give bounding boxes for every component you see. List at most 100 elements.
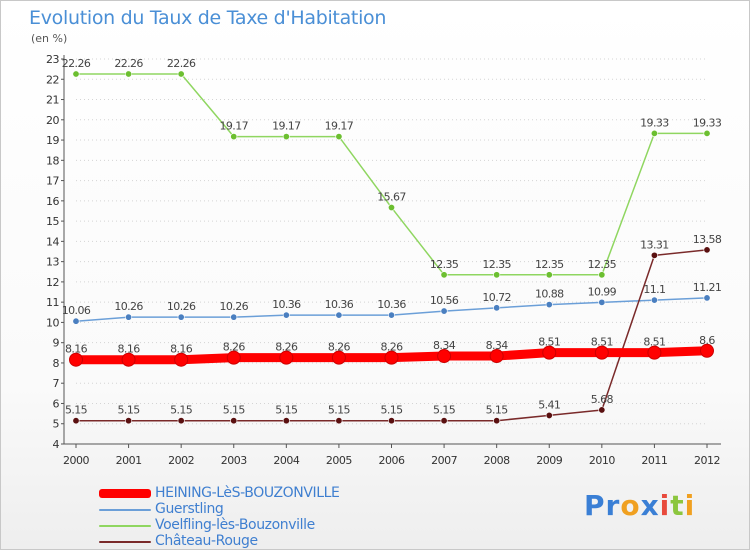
data-point-2 <box>177 70 185 78</box>
data-point-0 <box>647 345 662 360</box>
data-point-2 <box>335 133 343 141</box>
data-label: 11.1 <box>643 283 665 296</box>
data-label: 8.26 <box>380 341 403 354</box>
y-tick-label: 10 <box>46 316 59 329</box>
data-label: 10.99 <box>588 285 617 298</box>
data-label: 10.72 <box>482 291 511 304</box>
data-point-2 <box>703 129 711 137</box>
data-point-0 <box>121 352 136 367</box>
data-label: 19.33 <box>693 116 722 129</box>
data-label: 5.15 <box>328 404 351 417</box>
legend-swatch <box>99 489 151 498</box>
data-label: 5.15 <box>118 404 141 417</box>
y-tick-label: 21 <box>46 94 59 107</box>
x-tick-label: 2001 <box>116 454 142 467</box>
data-label: 5.15 <box>486 404 509 417</box>
data-label: 10.36 <box>325 298 354 311</box>
data-point-3 <box>72 417 80 425</box>
data-label: 8.16 <box>65 343 88 356</box>
x-tick-label: 2011 <box>641 454 667 467</box>
data-point-1 <box>335 311 343 319</box>
data-label: 11.21 <box>693 281 722 294</box>
logo-letter: t <box>670 489 685 522</box>
y-tick-label: 17 <box>46 175 59 188</box>
logo-letter: P <box>584 489 606 522</box>
data-label: 10.36 <box>272 298 301 311</box>
data-label: 12.35 <box>535 258 564 271</box>
x-tick-label: 2010 <box>589 454 615 467</box>
data-point-0 <box>489 349 504 364</box>
data-label: 12.35 <box>482 258 511 271</box>
data-point-3 <box>493 417 501 425</box>
data-point-3 <box>703 246 711 254</box>
data-point-3 <box>177 417 185 425</box>
data-label: 8.16 <box>118 343 141 356</box>
data-point-0 <box>594 345 609 360</box>
data-label: 5.68 <box>591 393 614 406</box>
data-point-1 <box>703 294 711 302</box>
data-label: 5.15 <box>65 404 88 417</box>
y-tick-label: 22 <box>46 73 59 86</box>
data-label: 19.17 <box>272 120 301 133</box>
y-tick-label: 11 <box>46 296 59 309</box>
data-point-1 <box>650 296 658 304</box>
data-label: 10.88 <box>535 288 564 301</box>
x-tick-label: 2000 <box>63 454 89 467</box>
data-label: 19.33 <box>640 116 669 129</box>
y-tick-label: 8 <box>53 357 60 370</box>
data-label: 10.26 <box>114 300 143 313</box>
data-label: 19.17 <box>325 120 354 133</box>
data-label: 8.26 <box>328 341 351 354</box>
data-label: 22.26 <box>62 57 91 70</box>
data-label: 8.26 <box>223 341 246 354</box>
data-label: 8.16 <box>170 343 193 356</box>
data-point-1 <box>387 311 395 319</box>
data-label: 10.26 <box>220 300 249 313</box>
data-point-1 <box>282 311 290 319</box>
y-tick-label: 6 <box>53 397 60 410</box>
data-label: 5.15 <box>380 404 403 417</box>
data-label: 10.06 <box>62 304 91 317</box>
data-point-1 <box>440 307 448 315</box>
x-tick-label: 2003 <box>221 454 247 467</box>
data-point-3 <box>125 417 133 425</box>
data-label: 8.51 <box>643 336 665 349</box>
y-tick-label: 23 <box>46 53 59 66</box>
logo-letter: i <box>659 489 671 522</box>
legend-swatch <box>99 525 151 527</box>
x-tick-label: 2005 <box>326 454 352 467</box>
data-point-0 <box>384 350 399 365</box>
legend-swatch <box>99 541 151 543</box>
data-point-0 <box>174 352 189 367</box>
data-label: 13.58 <box>693 233 722 246</box>
x-tick-label: 2006 <box>379 454 405 467</box>
y-tick-label: 14 <box>46 235 59 248</box>
data-label: 15.67 <box>377 191 406 204</box>
data-point-0 <box>437 349 452 364</box>
y-tick-label: 19 <box>46 134 59 147</box>
data-label: 19.17 <box>220 120 249 133</box>
data-point-2 <box>493 271 501 279</box>
data-point-3 <box>598 406 606 414</box>
logo-letter: o <box>620 489 641 522</box>
y-tick-label: 7 <box>53 377 60 390</box>
data-point-3 <box>387 417 395 425</box>
data-point-1 <box>72 317 80 325</box>
data-label: 13.31 <box>640 238 669 251</box>
y-tick-label: 9 <box>53 337 60 350</box>
data-label: 10.56 <box>430 294 459 307</box>
data-label: 8.26 <box>275 341 298 354</box>
data-point-3 <box>650 251 658 259</box>
data-label: 12.35 <box>588 258 617 271</box>
chart-title: Evolution du Taux de Taxe d'Habitation <box>29 7 387 29</box>
x-tick-label: 2004 <box>273 454 299 467</box>
data-label: 8.34 <box>486 339 509 352</box>
series-line-2 <box>75 73 708 276</box>
proxiti-logo: Proxiti <box>584 489 695 522</box>
data-label: 22.26 <box>114 57 143 70</box>
y-tick-label: 13 <box>46 256 59 269</box>
data-point-0 <box>69 352 83 367</box>
data-point-1 <box>545 301 553 309</box>
